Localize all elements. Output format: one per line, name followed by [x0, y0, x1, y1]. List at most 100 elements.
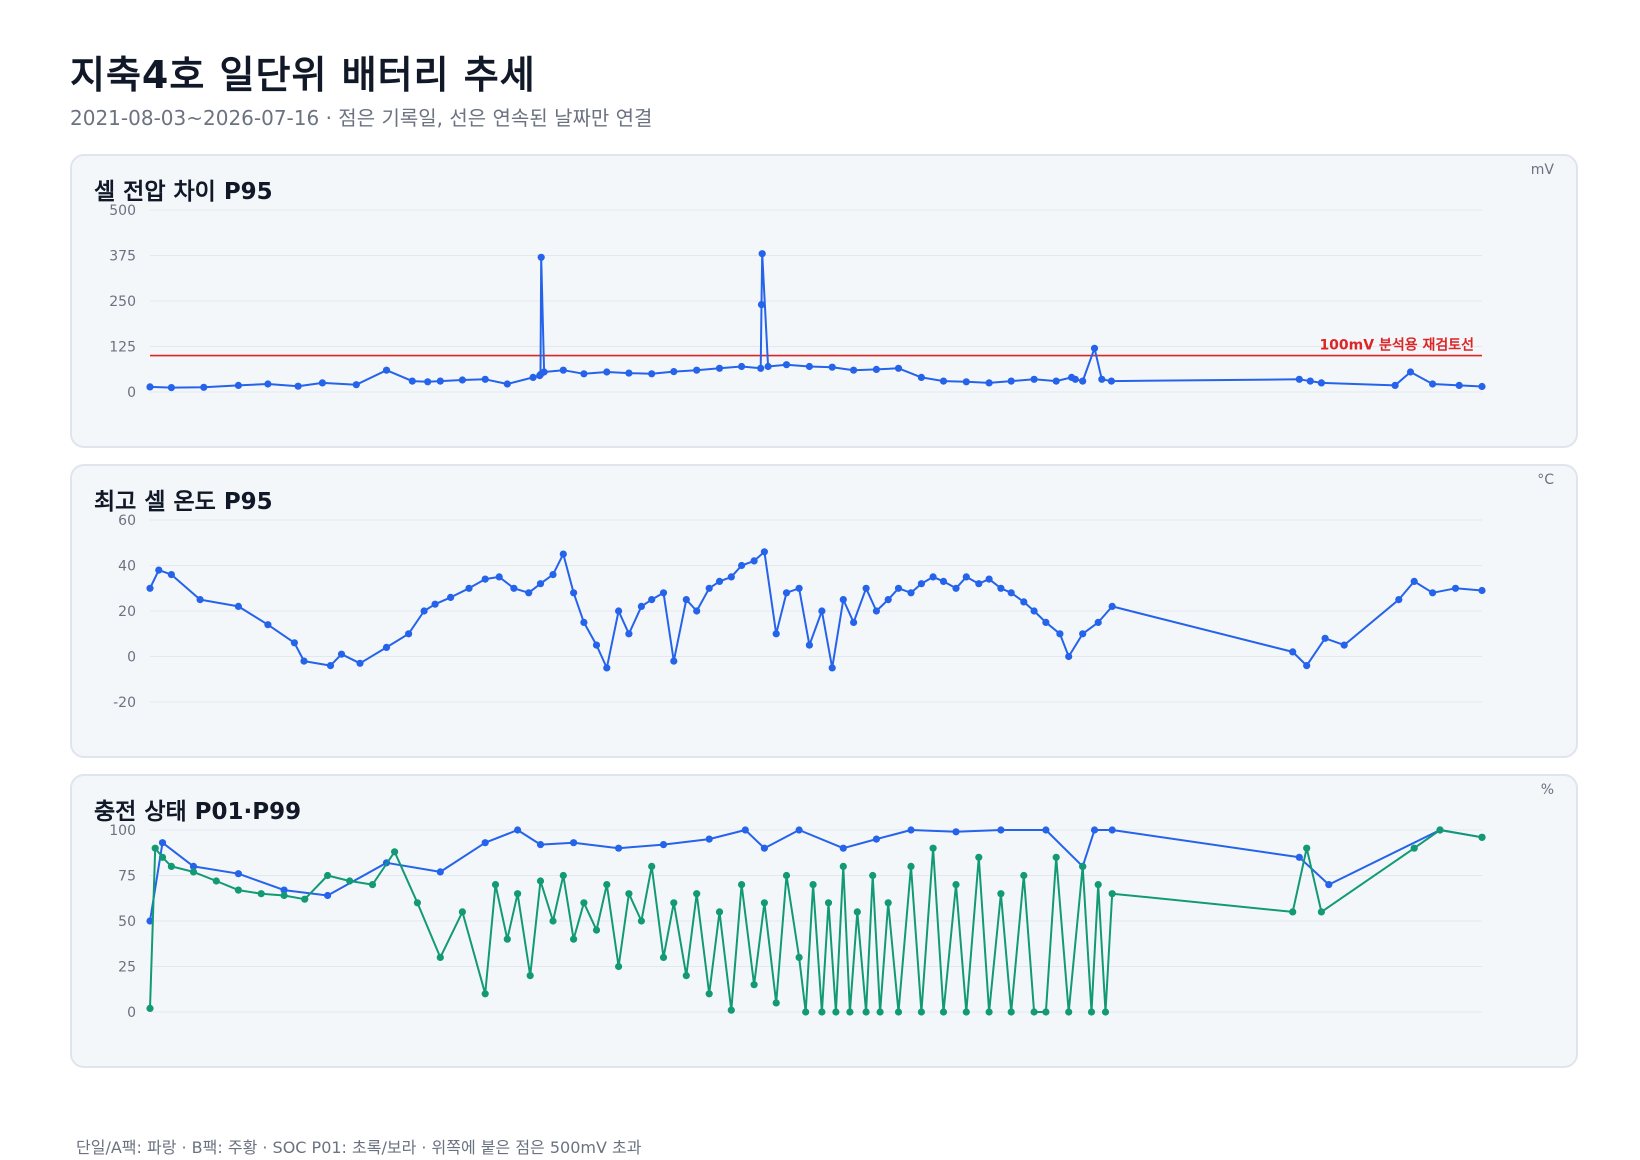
data-point — [1429, 380, 1437, 388]
data-point — [1317, 908, 1325, 916]
data-point — [929, 844, 937, 852]
data-point — [189, 868, 198, 876]
data-point — [1052, 377, 1060, 385]
data-point — [939, 577, 948, 585]
data-point — [603, 881, 611, 889]
data-point — [929, 573, 937, 581]
data-point — [693, 607, 701, 615]
data-point — [1101, 1008, 1110, 1016]
data-point — [670, 899, 678, 907]
data-point — [290, 639, 298, 647]
data-point — [408, 377, 416, 385]
data-point — [782, 589, 791, 597]
data-point — [280, 891, 288, 900]
data-point — [264, 380, 272, 388]
data-point — [805, 362, 814, 371]
data-point — [772, 630, 780, 638]
data-point — [189, 862, 198, 870]
data-point — [839, 862, 847, 870]
data-point — [413, 899, 421, 907]
y-tick-label: 0 — [127, 650, 136, 666]
data-point — [659, 953, 668, 961]
data-point — [503, 380, 511, 388]
data-point — [1321, 634, 1329, 642]
data-point — [1007, 1008, 1015, 1016]
data-point — [1478, 833, 1486, 841]
data-point — [705, 990, 713, 998]
max-temp-chart: -20 0 20 40 60 — [113, 513, 1486, 711]
data-point — [1107, 377, 1115, 385]
data-point — [884, 596, 892, 604]
data-point — [1094, 618, 1102, 626]
data-point — [424, 378, 432, 386]
soc-title: 충전 상태 P01·P99 — [94, 799, 302, 825]
data-point — [760, 548, 769, 556]
data-point — [818, 607, 826, 615]
data-point — [1108, 826, 1116, 834]
data-point — [465, 584, 473, 592]
data-point — [526, 972, 534, 980]
data-point — [580, 899, 588, 907]
y-tick-label: 375 — [109, 249, 136, 265]
data-point — [670, 368, 678, 376]
data-point — [828, 363, 836, 371]
data-point — [648, 862, 656, 870]
data-point — [917, 373, 926, 381]
data-point — [559, 366, 567, 374]
data-point — [151, 844, 159, 852]
data-point — [481, 990, 489, 998]
data-point — [1079, 862, 1087, 870]
data-point — [894, 364, 903, 372]
data-point — [1391, 381, 1399, 389]
data-point — [1395, 596, 1403, 604]
data-point — [853, 908, 861, 916]
y-tick-label: 125 — [109, 340, 136, 356]
data-point — [234, 381, 242, 389]
data-point — [1289, 908, 1297, 916]
data-point — [495, 573, 503, 581]
data-point — [846, 1008, 854, 1016]
data-point — [1090, 826, 1099, 834]
data-point — [525, 589, 533, 597]
y-tick-label: 100 — [109, 823, 136, 839]
data-point — [907, 826, 915, 834]
footer-legend-note: 단일/A팩: 파랑 · B팩: 주황 · SOC P01: 초록/보라 · 위쪽… — [76, 1138, 642, 1157]
data-point — [659, 589, 668, 597]
data-point — [280, 886, 288, 894]
data-point — [570, 839, 578, 847]
data-point — [1306, 377, 1314, 385]
data-point — [872, 365, 881, 373]
data-point — [1030, 1008, 1038, 1016]
data-point — [510, 584, 518, 592]
y-tick-label: 250 — [109, 294, 136, 310]
data-point — [894, 1008, 903, 1016]
data-point — [1451, 584, 1460, 592]
data-point — [570, 935, 578, 943]
data-point — [795, 953, 803, 961]
data-point — [592, 641, 601, 649]
data-point — [758, 250, 766, 258]
data-point — [540, 368, 548, 376]
data-point — [1052, 853, 1060, 861]
y-tick-label: 75 — [118, 869, 136, 885]
data-point — [167, 384, 175, 392]
data-point — [884, 899, 892, 907]
data-point — [529, 373, 537, 381]
y-tick-label: 40 — [118, 559, 136, 575]
data-point — [491, 881, 500, 889]
data-point — [326, 662, 335, 670]
data-point — [1007, 589, 1015, 597]
data-point — [436, 377, 444, 385]
threshold-label: 100mV 분석용 재검토선 — [1319, 337, 1474, 354]
data-point — [738, 362, 746, 371]
data-point — [196, 596, 204, 604]
data-point — [536, 877, 545, 885]
data-point — [212, 877, 220, 885]
data-point — [1042, 1008, 1050, 1016]
data-point — [818, 1008, 826, 1016]
data-point — [514, 826, 522, 834]
y-tick-label: -20 — [113, 695, 136, 711]
data-point — [1020, 871, 1028, 880]
y-tick-label: 0 — [127, 385, 136, 401]
data-point — [952, 828, 960, 836]
